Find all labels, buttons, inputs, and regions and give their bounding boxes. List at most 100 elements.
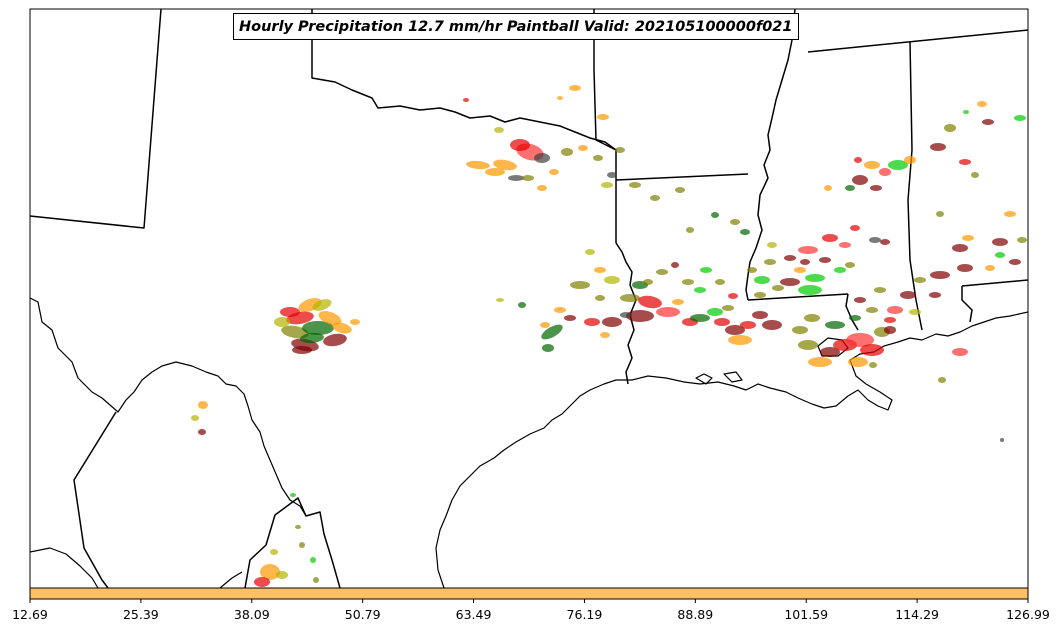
precip-paintball — [290, 493, 296, 497]
precip-paintball — [714, 318, 730, 326]
precip-paintball — [962, 235, 974, 241]
precip-paintball — [1017, 237, 1027, 243]
precip-paintball — [834, 267, 846, 273]
precip-paintball — [808, 357, 832, 367]
precip-paintball — [310, 557, 316, 563]
precip-paintball — [884, 326, 896, 334]
precip-paintball — [957, 264, 973, 272]
precip-paintball — [594, 267, 606, 273]
precip-paintball — [740, 321, 756, 329]
precip-paintball — [672, 299, 684, 305]
precip-paintball — [557, 96, 563, 100]
precip-paintball — [938, 377, 946, 383]
colorbar-tick-label: 50.79 — [344, 607, 381, 622]
precip-paintball — [854, 297, 866, 303]
precip-paintball — [728, 335, 752, 345]
precip-paintball — [904, 156, 916, 164]
precip-paintball — [549, 169, 559, 175]
colorbar — [29, 587, 1029, 600]
precip-paintball — [959, 159, 971, 165]
precip-paintball — [874, 287, 886, 293]
precip-paintball — [839, 242, 851, 248]
precip-paintball — [620, 294, 640, 302]
precip-paintball — [752, 311, 768, 319]
precip-paintball — [686, 227, 694, 233]
precip-paintball — [804, 314, 820, 322]
precip-paintball — [864, 161, 880, 169]
precip-paintball — [772, 285, 784, 291]
colorbar-tick-label: 101.59 — [784, 607, 829, 622]
colorbar-tick-label: 12.69 — [12, 607, 48, 622]
precip-paintball — [794, 267, 806, 273]
precip-paintball — [929, 292, 941, 298]
precip-paintball — [1000, 438, 1004, 442]
precip-paintball — [798, 340, 818, 350]
precip-paintball — [585, 249, 595, 255]
precip-paintball — [494, 127, 504, 133]
precip-paintball — [930, 143, 946, 151]
precip-paintball — [848, 357, 868, 367]
precip-paintball — [300, 332, 324, 344]
precip-paintball — [825, 321, 845, 329]
precip-paintball — [860, 344, 884, 356]
precip-paintball — [944, 124, 956, 132]
precip-paintball — [276, 571, 288, 579]
precip-paintball — [508, 175, 524, 181]
precip-paintball — [620, 312, 632, 318]
precip-paintball — [584, 318, 600, 326]
precip-paintball — [725, 325, 745, 335]
precip-paintball — [270, 549, 278, 555]
precip-paintball — [643, 279, 653, 285]
precip-paintball — [730, 219, 740, 225]
precip-paintball — [992, 238, 1008, 246]
precip-paintball — [977, 101, 987, 107]
precip-paintball — [540, 322, 550, 328]
precip-paintball — [522, 175, 534, 181]
precip-paintball — [780, 278, 800, 286]
precip-paintball — [995, 252, 1005, 258]
precip-paintball — [952, 244, 968, 252]
colorbar-tick-label: 126.99 — [1006, 607, 1050, 622]
precip-paintball — [463, 98, 469, 102]
precip-paintball — [198, 429, 206, 435]
precip-paintball — [626, 310, 654, 322]
precip-paintball — [350, 319, 360, 325]
precip-paintball — [767, 242, 777, 248]
colorbar-tick-label: 76.19 — [566, 607, 603, 622]
precip-paintball — [845, 262, 855, 268]
precip-paintball — [323, 333, 347, 347]
precip-paintball — [985, 265, 995, 271]
precip-paintball — [914, 277, 926, 283]
precip-paintball — [824, 185, 832, 191]
precip-paintball — [884, 317, 896, 323]
precip-paintball — [936, 211, 944, 217]
precip-paintball — [690, 314, 710, 322]
precip-paintball — [496, 298, 504, 302]
precip-paintball — [866, 307, 878, 313]
precip-paintball — [869, 237, 881, 243]
precip-paintball — [722, 305, 734, 311]
precip-paintball — [198, 401, 208, 409]
precip-paintball — [485, 168, 505, 176]
precip-paintball — [554, 307, 566, 313]
precip-paintball — [694, 287, 706, 293]
map-frame — [29, 8, 1029, 589]
precip-paintball — [707, 308, 723, 316]
colorbar-tick-label: 63.49 — [455, 607, 492, 622]
colorbar-tick-label: 114.29 — [895, 607, 939, 622]
precip-paintball — [313, 577, 319, 583]
precip-paintball — [656, 269, 668, 275]
precip-paintball — [638, 295, 662, 309]
precip-paintball — [518, 302, 526, 308]
precip-paintball — [805, 274, 825, 282]
precip-paintball — [564, 315, 576, 321]
precip-paintball — [561, 148, 573, 156]
precip-paintball — [754, 292, 766, 298]
precip-paintball — [820, 347, 840, 357]
precip-paintball — [850, 225, 860, 231]
colorbar-tick-label: 25.39 — [122, 607, 159, 622]
precip-paintball — [597, 114, 609, 120]
precip-paintball — [260, 564, 280, 580]
precip-paintball — [728, 293, 738, 299]
precip-paintball — [798, 246, 818, 254]
